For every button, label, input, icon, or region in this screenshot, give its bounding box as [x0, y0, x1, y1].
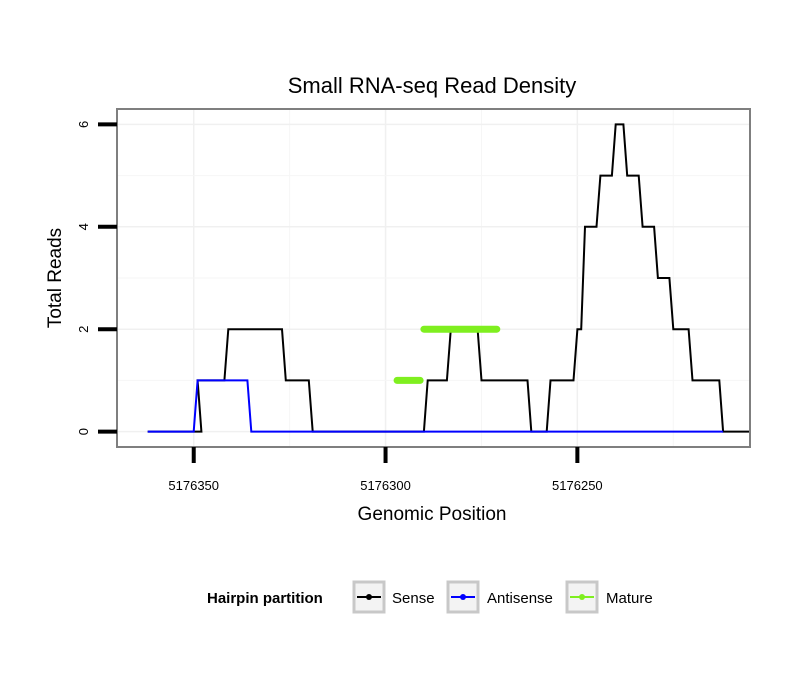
y-tick-label: 0: [76, 428, 91, 435]
y-tick-label: 6: [76, 121, 91, 128]
legend-label-mature: Mature: [606, 590, 653, 607]
series-line-mature: [393, 325, 501, 384]
y-tick-label: 2: [76, 326, 91, 333]
chart-title: Small RNA-seq Read Density: [288, 73, 577, 98]
panel-border: [116, 108, 751, 448]
y-axis-label: Total Reads: [45, 228, 66, 328]
legend-dot-mature: [579, 594, 585, 600]
x-axis-label: Genomic Position: [358, 504, 507, 525]
legend: Hairpin partition Sense Antisense Mature: [207, 580, 653, 614]
legend-item-mature: Mature: [565, 580, 653, 614]
legend-dot-sense: [366, 594, 372, 600]
legend-item-antisense: Antisense: [446, 580, 553, 614]
series-line-sense: [147, 123, 750, 433]
x-tick-label: 5176350: [168, 478, 219, 493]
legend-label-antisense: Antisense: [487, 590, 553, 607]
x-axis: 5176350 5176300 5176250: [168, 447, 603, 493]
legend-title: Hairpin partition: [207, 590, 323, 607]
legend-label-sense: Sense: [392, 590, 435, 607]
plot-area: [147, 123, 750, 433]
grid: [117, 109, 750, 447]
y-tick-label: 4: [76, 223, 91, 230]
y-axis: 0 2 4 6: [76, 121, 117, 435]
series-line-antisense: [147, 379, 724, 433]
legend-dot-antisense: [460, 594, 466, 600]
x-tick-label: 5176300: [360, 478, 411, 493]
legend-item-sense: Sense: [352, 580, 435, 614]
x-tick-label: 5176250: [552, 478, 603, 493]
